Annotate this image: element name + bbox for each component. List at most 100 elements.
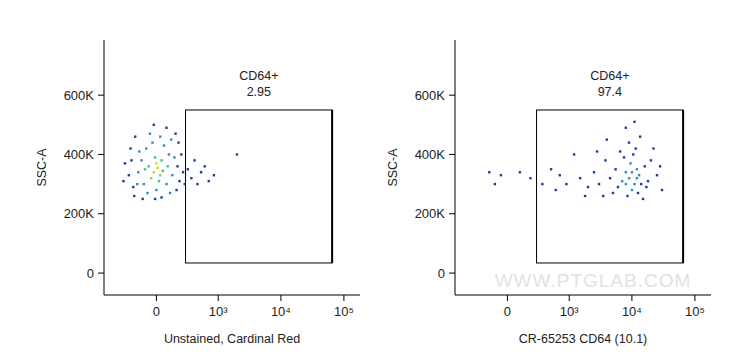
- x-axis-label: Unstained, Cardinal Red: [164, 332, 300, 346]
- event-point: [623, 156, 625, 158]
- event-point: [154, 156, 156, 158]
- event-point: [138, 150, 140, 152]
- y-tick-label: 600K: [64, 88, 95, 103]
- event-point: [167, 165, 169, 167]
- event-point: [629, 162, 631, 164]
- event-point: [141, 198, 143, 200]
- event-point: [628, 141, 630, 143]
- x-tick: [156, 295, 157, 301]
- event-point: [165, 127, 167, 129]
- event-point: [661, 189, 663, 191]
- event-point: [617, 186, 619, 188]
- event-point: [163, 144, 165, 146]
- event-point: [150, 177, 152, 179]
- y-tick: [98, 273, 104, 274]
- event-point: [208, 180, 210, 182]
- event-point: [659, 165, 661, 167]
- y-axis-label: SSC-A: [35, 148, 49, 187]
- points: [122, 124, 238, 201]
- event-point: [573, 153, 575, 155]
- event-point: [165, 183, 167, 185]
- y-tick: [98, 213, 104, 214]
- y-axis: [455, 40, 456, 295]
- event-point: [177, 141, 179, 143]
- event-point: [171, 174, 173, 176]
- y-tick: [449, 273, 455, 274]
- figure: 010³10⁴10⁵0200K400K600KUnstained, Cardin…: [0, 0, 731, 364]
- event-point: [638, 174, 640, 176]
- x-tick-label: 10³: [560, 304, 579, 319]
- event-point: [631, 189, 633, 191]
- x-tick-label: 10⁵: [334, 304, 354, 319]
- event-point: [151, 141, 153, 143]
- panel: 010³10⁴10⁵0200K400K600KUnstained, Cardin…: [35, 40, 360, 346]
- x-tick-label: 0: [504, 304, 511, 319]
- y-tick: [98, 95, 104, 96]
- y-tick-label: 400K: [64, 147, 95, 162]
- x-tick-label: 10³: [209, 304, 228, 319]
- event-point: [587, 186, 589, 188]
- event-point: [609, 177, 611, 179]
- event-point: [628, 177, 630, 179]
- event-point: [555, 189, 557, 191]
- x-tick: [218, 295, 219, 301]
- event-point: [488, 171, 490, 173]
- gate-group: [186, 110, 333, 263]
- event-point: [614, 168, 616, 170]
- event-point: [593, 171, 595, 173]
- event-point: [145, 147, 147, 149]
- event-point: [136, 183, 138, 185]
- x-tick-label: 10⁴: [271, 304, 291, 319]
- event-point: [133, 195, 135, 197]
- y-tick: [98, 154, 104, 155]
- event-point: [175, 189, 177, 191]
- x-tick: [694, 295, 695, 301]
- event-point: [187, 168, 189, 170]
- gate-edge: [331, 110, 333, 263]
- event-point: [604, 159, 606, 161]
- event-point: [155, 162, 157, 164]
- y-tick: [449, 154, 455, 155]
- event-point: [169, 192, 171, 194]
- event-point: [541, 183, 543, 185]
- event-point: [621, 180, 623, 182]
- event-point: [606, 138, 608, 140]
- y-tick: [449, 95, 455, 96]
- event-point: [494, 183, 496, 185]
- event-point: [529, 177, 531, 179]
- points: [488, 121, 663, 200]
- event-point: [645, 186, 647, 188]
- event-point: [647, 180, 649, 182]
- event-point: [154, 198, 156, 200]
- event-point: [636, 177, 638, 179]
- event-point: [640, 183, 642, 185]
- event-point: [652, 147, 654, 149]
- event-point: [124, 162, 126, 164]
- event-point: [213, 174, 215, 176]
- gate-name: CD64+: [590, 69, 629, 83]
- event-point: [196, 183, 198, 185]
- event-point: [236, 153, 238, 155]
- event-point: [193, 159, 195, 161]
- event-point: [176, 165, 178, 167]
- event-point: [637, 192, 639, 194]
- event-point: [639, 135, 641, 137]
- gate: [186, 110, 333, 263]
- x-tick: [343, 295, 344, 301]
- x-tick: [569, 295, 570, 301]
- event-point: [130, 159, 132, 161]
- event-point: [602, 195, 604, 197]
- event-point: [565, 183, 567, 185]
- event-point: [584, 195, 586, 197]
- event-point: [146, 192, 148, 194]
- event-point: [632, 153, 634, 155]
- event-point: [656, 174, 658, 176]
- event-point: [579, 177, 581, 179]
- event-point: [168, 153, 170, 155]
- event-point: [137, 171, 139, 173]
- x-axis: [104, 295, 360, 296]
- x-tick-label: 0: [153, 304, 160, 319]
- event-point: [598, 183, 600, 185]
- y-tick-label: 0: [87, 266, 94, 281]
- event-point: [625, 183, 627, 185]
